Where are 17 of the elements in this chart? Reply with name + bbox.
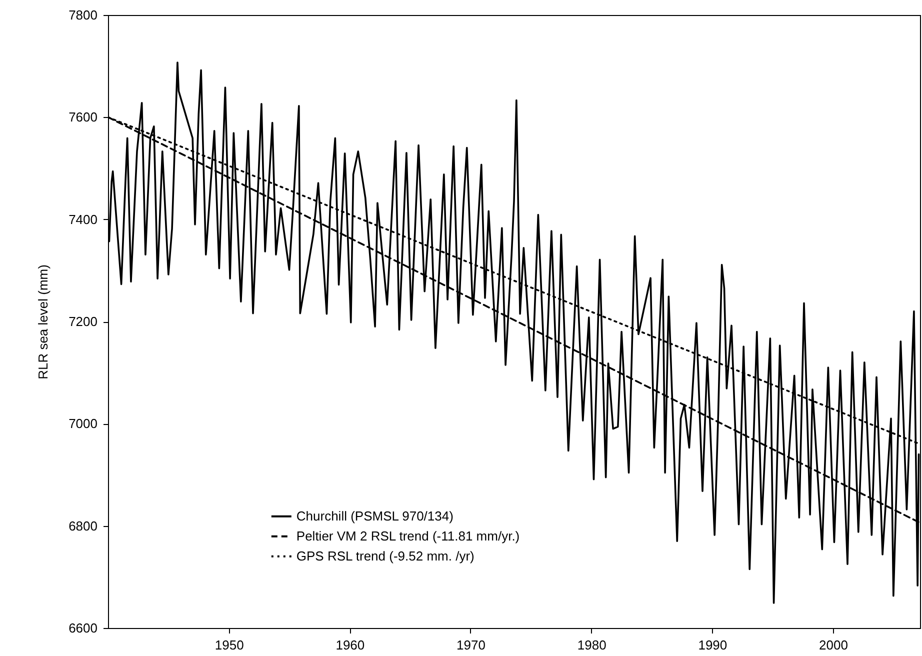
y-tick-label: 7600 <box>68 110 98 125</box>
x-tick-label: 1970 <box>456 638 486 652</box>
y-tick-label: 6600 <box>68 620 98 636</box>
x-tick-label: 1960 <box>336 638 365 652</box>
x-tick-label: 1990 <box>698 638 728 652</box>
x-tick-label: 1950 <box>214 638 244 652</box>
y-axis-title: RLR sea level (mm) <box>36 264 51 380</box>
x-tick-label: 2000 <box>819 638 848 652</box>
y-tick-label: 7800 <box>68 8 98 22</box>
y-tick-label: 7200 <box>68 314 98 329</box>
legend-label: GPS RSL trend (-9.52 mm. /yr) <box>296 548 474 564</box>
legend-label: Peltier VM 2 RSL trend (-11.81 mm/yr.) <box>296 528 520 544</box>
y-tick-label: 7000 <box>68 416 98 432</box>
x-tick-label: 1980 <box>577 638 606 652</box>
y-tick-label: 6800 <box>68 518 98 534</box>
legend-label: Churchill (PSMSL 970/134) <box>296 508 454 524</box>
y-tick-label: 7400 <box>68 212 98 227</box>
